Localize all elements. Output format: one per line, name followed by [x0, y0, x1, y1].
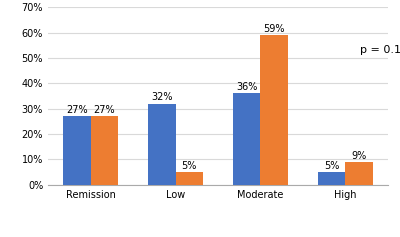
Text: 59%: 59% [263, 24, 285, 34]
Bar [345, 162, 372, 185]
Text: 9%: 9% [351, 151, 366, 161]
Text: 5%: 5% [182, 161, 197, 171]
Text: 32%: 32% [151, 92, 173, 102]
Text: p = 0.197: p = 0.197 [360, 45, 400, 55]
Text: 27%: 27% [66, 105, 88, 115]
Bar [64, 116, 91, 185]
Bar [233, 93, 260, 185]
Bar [260, 35, 288, 185]
Bar [318, 172, 345, 185]
Bar [91, 116, 118, 185]
Text: 5%: 5% [324, 161, 340, 171]
Text: 27%: 27% [94, 105, 115, 115]
Bar [176, 172, 203, 185]
Legend: M, F: M, F [173, 234, 229, 237]
Text: 36%: 36% [236, 82, 258, 92]
Bar [148, 104, 176, 185]
